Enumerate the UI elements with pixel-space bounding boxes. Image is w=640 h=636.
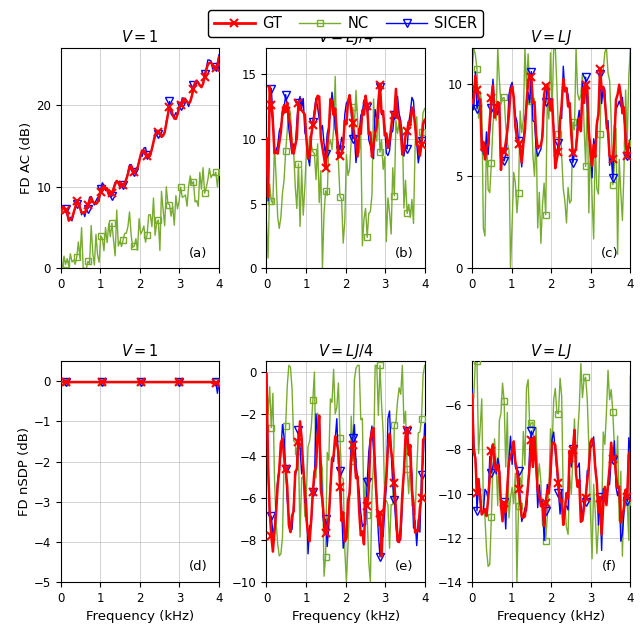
- Title: $\mathit{V}=1$: $\mathit{V}=1$: [121, 343, 159, 359]
- Title: $\mathit{V}=\mathit{LJ}/4$: $\mathit{V}=\mathit{LJ}/4$: [317, 28, 374, 47]
- Title: $\mathit{V}=\mathit{LJ}/4$: $\mathit{V}=\mathit{LJ}/4$: [317, 342, 374, 361]
- X-axis label: Frequency (kHz): Frequency (kHz): [497, 610, 605, 623]
- Title: $\mathit{V}=\mathit{LJ}$: $\mathit{V}=\mathit{LJ}$: [531, 342, 572, 361]
- Text: (c): (c): [601, 247, 619, 259]
- Text: (d): (d): [189, 560, 208, 573]
- Y-axis label: FD nSDP (dB): FD nSDP (dB): [18, 427, 31, 516]
- Title: $\mathit{V}=\mathit{LJ}$: $\mathit{V}=\mathit{LJ}$: [531, 28, 572, 47]
- X-axis label: Frequency (kHz): Frequency (kHz): [292, 610, 399, 623]
- Text: (f): (f): [602, 560, 618, 573]
- Text: (e): (e): [395, 560, 413, 573]
- Legend: GT, NC, SICER: GT, NC, SICER: [208, 10, 483, 37]
- Title: $\mathit{V}=1$: $\mathit{V}=1$: [121, 29, 159, 45]
- X-axis label: Frequency (kHz): Frequency (kHz): [86, 610, 194, 623]
- Text: (a): (a): [189, 247, 207, 259]
- Y-axis label: FD AC (dB): FD AC (dB): [20, 122, 33, 194]
- Text: (b): (b): [395, 247, 413, 259]
